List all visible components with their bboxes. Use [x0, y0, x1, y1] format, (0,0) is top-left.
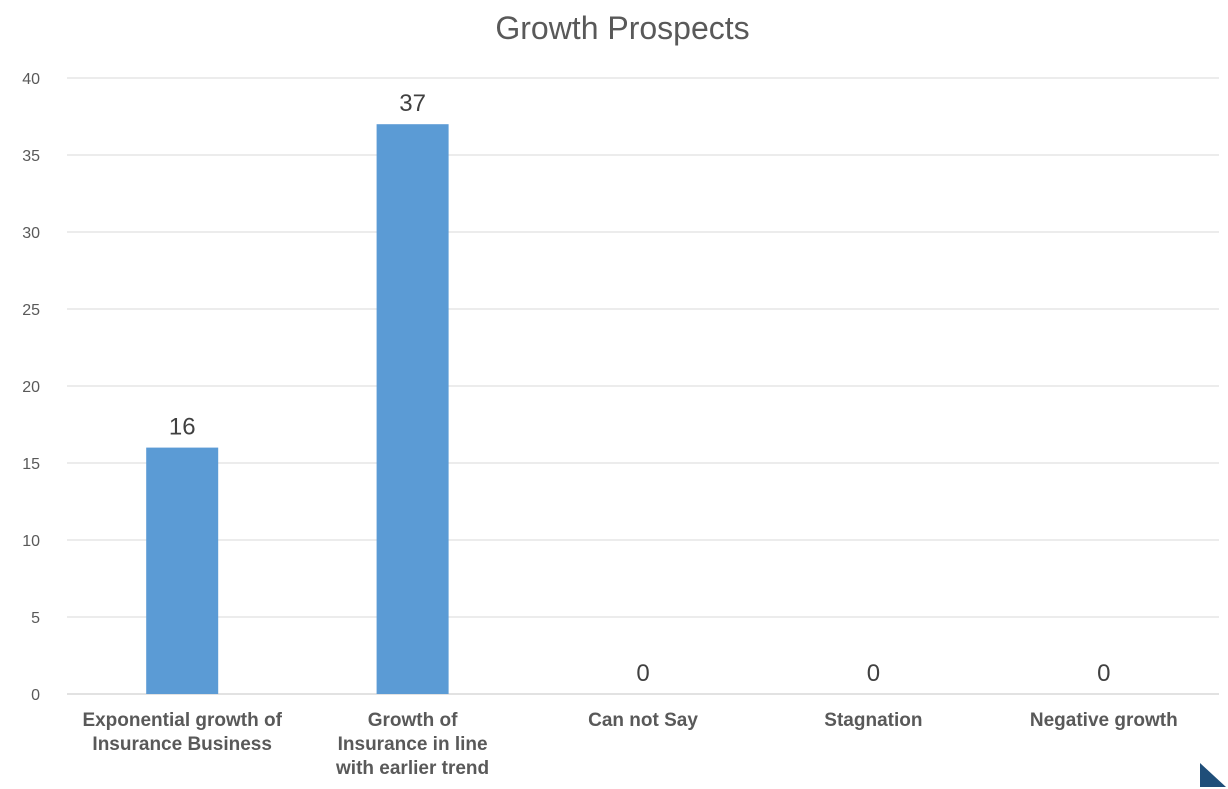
data-labels: 16 37 0 0 0	[169, 90, 1111, 687]
y-tick-label: 15	[22, 456, 40, 473]
bar-data-label: 16	[169, 414, 196, 441]
bars	[146, 124, 449, 694]
y-tick-label: 25	[22, 302, 40, 319]
x-category-label: Stagnation	[824, 710, 923, 731]
bar-data-label: 0	[636, 660, 649, 687]
bar-data-label: 0	[1097, 660, 1110, 687]
y-axis-ticks: 0 5 10 15 20 25 30 35 40	[22, 71, 40, 704]
bar-data-label: 37	[399, 90, 426, 117]
chart-title: Growth Prospects	[495, 10, 750, 46]
corner-triangle-icon	[1200, 763, 1226, 787]
bar-data-label: 0	[867, 660, 880, 687]
x-category-label: Negative growth	[1029, 710, 1178, 731]
y-tick-label: 0	[31, 687, 40, 704]
x-category-label: Growth of Insurance in line with earlier…	[336, 710, 490, 779]
y-tick-label: 10	[22, 533, 40, 550]
x-category-label: Can not Say	[588, 710, 698, 731]
y-tick-label: 35	[22, 148, 40, 165]
y-tick-label: 40	[22, 71, 40, 88]
bar	[376, 124, 449, 694]
y-tick-label: 5	[31, 610, 40, 627]
bar	[146, 447, 219, 694]
y-tick-label: 30	[22, 225, 40, 242]
x-category-label: Exponential growth of Insurance Business	[82, 710, 282, 755]
y-tick-label: 20	[22, 379, 40, 396]
gridlines	[67, 77, 1219, 695]
